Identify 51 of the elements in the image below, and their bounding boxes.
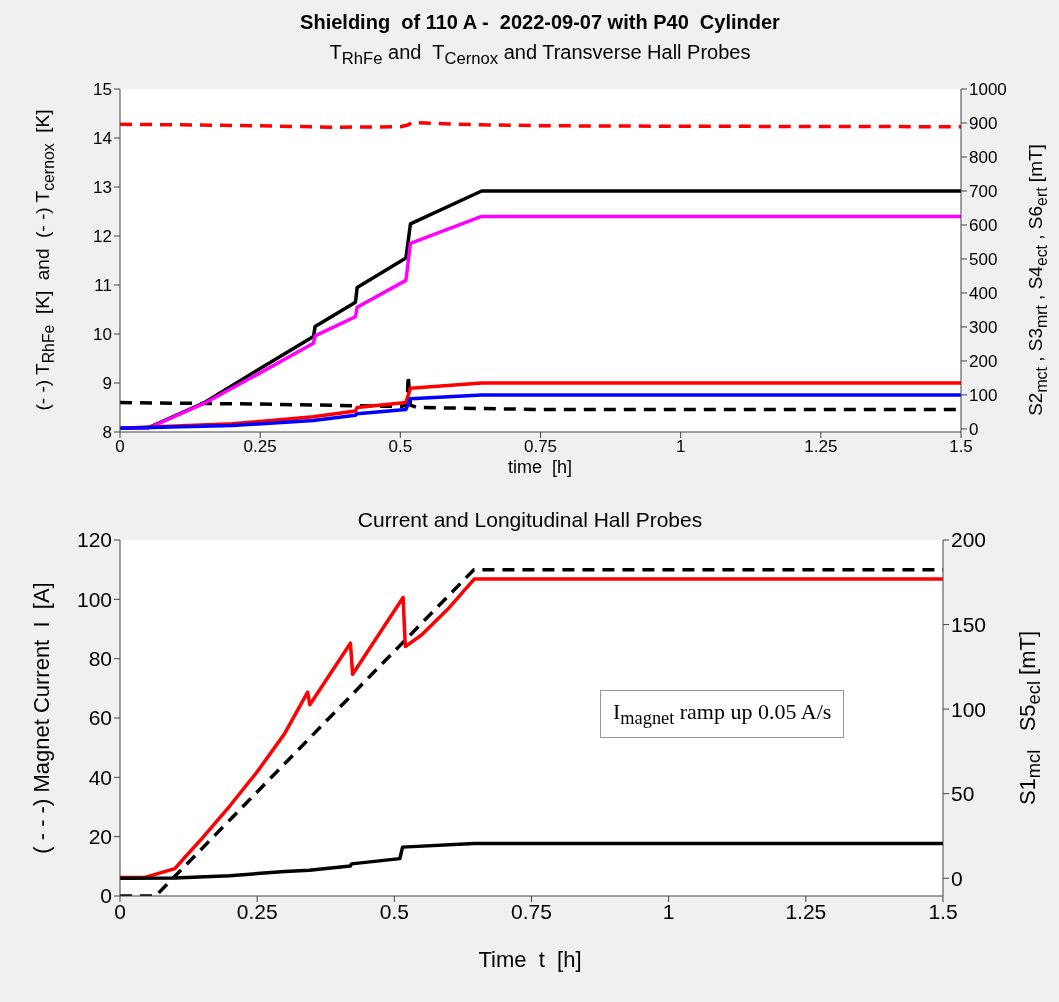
x-tick-label: 0.25	[243, 437, 277, 457]
y2-tick-label: 200	[951, 528, 987, 552]
y-tick-label: 8	[102, 423, 112, 443]
x-tick-label: 1.25	[785, 899, 827, 923]
x-tick-label: 1.5	[949, 437, 973, 457]
y2-tick-label: 600	[969, 216, 998, 236]
y2-tick-label: 50	[951, 782, 975, 806]
x-tick-label: 0.75	[523, 437, 558, 457]
y-tick-label: 11	[94, 276, 112, 296]
y2-tick-label: 100	[951, 697, 987, 721]
chart-title: Shielding of 110 A - 2022-09-07 with P40 Cylinder	[300, 10, 780, 34]
y2-tick-label: 200	[969, 351, 998, 371]
x-tick-label: 1.5	[928, 899, 958, 923]
y-tick-label: 12	[93, 227, 112, 247]
y-tick-label: 100	[76, 587, 112, 611]
x-tick-label: 1	[675, 437, 686, 457]
chart-title: Current and Longitudinal Hall Probes	[357, 508, 703, 532]
y2-tick-label: 150	[951, 613, 987, 637]
y-axis-title: ( - - -) Magnet Current I [A]	[29, 582, 55, 854]
annotation: I$_{magnet}$ ramp up 0.05 A/s	[613, 699, 832, 729]
y-tick-label: 80	[88, 647, 112, 671]
x-tick-label: 0.5	[388, 437, 413, 457]
y2-tick-label: 700	[969, 182, 998, 202]
y-tick-label: 14	[93, 129, 112, 149]
y-tick-label: 60	[88, 706, 112, 730]
y-tick-label: 15	[93, 80, 112, 100]
y-tick-label: 20	[88, 825, 112, 849]
chart-subtitle: T$_{RhFe}$ and T$_{Cernox}$ and Transverse Hall Probes	[329, 41, 751, 69]
y2-tick-label: 0	[969, 419, 979, 439]
x-tick-label: 0.25	[236, 899, 278, 923]
y-tick-label: 40	[88, 765, 112, 789]
y2-tick-label: 900	[969, 114, 998, 134]
y-tick-label: 0	[100, 884, 112, 908]
x-tick-label: 1	[662, 899, 675, 923]
y-tick-label: 10	[93, 325, 112, 345]
y-tick-label: 9	[102, 374, 112, 394]
y-tick-label: 120	[76, 528, 112, 552]
y-tick-label: 13	[93, 178, 112, 198]
y2-tick-label: 1000	[969, 80, 1007, 100]
y2-tick-label: 500	[969, 250, 998, 270]
x-tick-label: 0	[115, 437, 125, 457]
x-axis-title: Time t [h]	[478, 947, 582, 973]
x-tick-label: 1.25	[804, 437, 838, 457]
y2-tick-label: 100	[969, 385, 998, 405]
y2-tick-label: 300	[969, 317, 998, 337]
y2-tick-label: 0	[951, 866, 963, 890]
y2-tick-label: 800	[969, 148, 998, 168]
y2-tick-label: 400	[969, 284, 998, 303]
x-axis-title: time [h]	[507, 456, 573, 478]
x-tick-label: 0.5	[379, 899, 409, 923]
x-tick-label: 0.75	[511, 899, 552, 923]
